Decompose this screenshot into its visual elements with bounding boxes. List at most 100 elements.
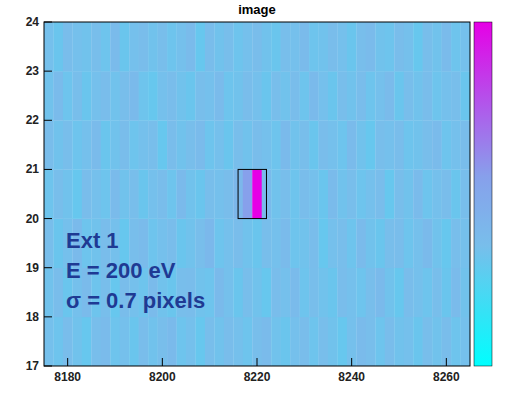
- cell: [63, 22, 73, 71]
- cell: [461, 22, 470, 71]
- cell: [44, 22, 54, 71]
- cell: [375, 22, 385, 71]
- cell: [347, 169, 357, 218]
- cell: [461, 71, 470, 120]
- y-tick-label: 20: [26, 212, 40, 226]
- cell: [394, 71, 404, 120]
- cell: [337, 169, 347, 218]
- cell: [442, 268, 452, 317]
- cell: [63, 71, 73, 120]
- cell: [281, 219, 291, 268]
- cell: [319, 268, 329, 317]
- x-tick-label: 8200: [149, 370, 176, 384]
- cell: [375, 219, 385, 268]
- cell: [129, 71, 139, 120]
- y-tick-label: 22: [26, 113, 40, 127]
- cell: [413, 22, 423, 71]
- cell: [252, 219, 262, 268]
- cell: [271, 268, 281, 317]
- cell: [356, 317, 366, 366]
- cell: [214, 317, 224, 366]
- cell: [413, 219, 423, 268]
- y-tick: [44, 22, 52, 23]
- cell: [72, 317, 82, 366]
- x-tick-label: 8180: [54, 370, 81, 384]
- cell: [423, 120, 433, 169]
- cell: [195, 71, 205, 120]
- cell: [129, 317, 139, 366]
- cells: [44, 22, 470, 366]
- cell: [233, 22, 243, 71]
- cell: [337, 219, 347, 268]
- cell: [177, 317, 187, 366]
- y-tick: [44, 120, 52, 121]
- cell: [224, 268, 234, 317]
- cell: [252, 22, 262, 71]
- cell: [309, 268, 319, 317]
- cell: [328, 169, 338, 218]
- cell: [262, 71, 272, 120]
- cell: [224, 317, 234, 366]
- x-tick-label: 8240: [338, 370, 365, 384]
- cell: [300, 22, 310, 71]
- cell: [290, 22, 300, 71]
- cell: [120, 169, 130, 218]
- cell: [243, 219, 253, 268]
- plot-frame: [44, 22, 470, 366]
- cell: [432, 22, 442, 71]
- cell: [319, 317, 329, 366]
- cell: [442, 317, 452, 366]
- cell: [290, 219, 300, 268]
- y-tick-label: 24: [26, 15, 40, 29]
- cell: [442, 169, 452, 218]
- cell: [366, 317, 376, 366]
- cell: [366, 268, 376, 317]
- y-tick: [44, 71, 52, 72]
- cell: [53, 71, 63, 120]
- cell: [91, 120, 101, 169]
- x-tick: [257, 358, 258, 366]
- cell: [385, 120, 395, 169]
- cell: [101, 22, 111, 71]
- cell: [224, 71, 234, 120]
- cell: [82, 22, 92, 71]
- cell: [72, 169, 82, 218]
- cell: [205, 120, 215, 169]
- cell: [233, 268, 243, 317]
- cell: [347, 120, 357, 169]
- cell: [394, 120, 404, 169]
- cell: [91, 22, 101, 71]
- cell: [101, 120, 111, 169]
- cell: [224, 120, 234, 169]
- cell: [271, 71, 281, 120]
- cell: [375, 169, 385, 218]
- cell: [186, 317, 196, 366]
- cell: [451, 219, 461, 268]
- cell: [139, 71, 149, 120]
- cell: [110, 120, 120, 169]
- cell: [309, 71, 319, 120]
- cell: [423, 22, 433, 71]
- cell: [148, 22, 158, 71]
- x-tick: [162, 358, 163, 366]
- cell: [233, 317, 243, 366]
- cell: [120, 22, 130, 71]
- cell: [385, 22, 395, 71]
- cell: [233, 219, 243, 268]
- cell: [300, 169, 310, 218]
- cell: [309, 317, 319, 366]
- cell: [44, 169, 54, 218]
- x-tick: [351, 358, 352, 366]
- cell: [290, 169, 300, 218]
- cell: [63, 120, 73, 169]
- cell: [110, 22, 120, 71]
- cell: [451, 22, 461, 71]
- cell: [319, 71, 329, 120]
- cell: [356, 71, 366, 120]
- cell: [243, 169, 253, 218]
- cell: [451, 169, 461, 218]
- cell: [394, 169, 404, 218]
- cell: [442, 219, 452, 268]
- cell: [243, 22, 253, 71]
- cell: [328, 71, 338, 120]
